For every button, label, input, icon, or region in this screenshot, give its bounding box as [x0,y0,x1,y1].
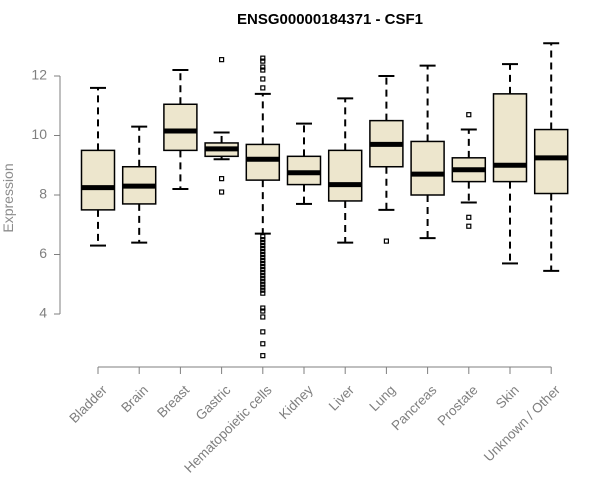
x-tick-label: Brain [118,382,151,415]
y-tick-label: 12 [31,67,47,83]
outlier-point [219,189,225,195]
chart-title: ENSG00000184371 - CSF1 [237,11,423,28]
outlier-point [260,76,266,82]
outlier-point [260,329,266,335]
outlier-point [466,223,472,229]
outlier-point [260,287,266,293]
x-tick-label: Lung [366,382,398,414]
y-tick-label: 10 [31,126,47,142]
iqr-box [410,140,445,196]
outlier-point [260,251,266,258]
iqr-box [163,103,198,152]
outlier-point [260,263,266,269]
y-tick-label: 8 [39,186,47,202]
x-tick-label: Kidney [276,382,316,422]
outlier-point [383,238,389,244]
iqr-box [327,149,363,202]
outlier-point [260,85,266,91]
outlier-point [260,272,266,278]
y-tick-label: 4 [39,305,47,321]
outlier-point [260,266,266,272]
outlier-point [260,67,266,73]
outlier-point [260,257,266,264]
x-tick-label: Pancreas [389,382,440,433]
outlier-point [260,245,266,252]
outlier-point [260,353,266,359]
outlier-point [260,240,266,246]
outlier-point [466,214,472,220]
outlier-point [260,64,266,70]
x-tick-label: Bladder [66,382,110,426]
outlier-point [466,112,472,118]
outlier-point [260,278,266,284]
x-tick-label: Unknown / Other [481,382,564,465]
iqr-box [245,143,281,181]
outlier-point [219,176,225,182]
outlier-point [260,248,266,255]
outlier-point [260,237,266,243]
outlier-point [260,341,266,347]
y-axis-label: Expression [0,163,16,232]
iqr-box [533,128,569,195]
iqr-box [80,149,116,211]
outlier-point [260,308,266,314]
x-tick-label: Skin [493,382,522,411]
outlier-point [260,58,266,64]
outlier-point [260,284,266,290]
outlier-point [260,260,266,267]
outlier-point [219,57,225,63]
outlier-point [260,314,266,320]
x-tick-label: Prostate [435,382,481,428]
x-tick-label: Liver [326,382,358,414]
outlier-point [260,290,266,296]
y-tick-label: 6 [39,245,47,261]
outlier-point [260,254,266,261]
outlier-point [260,305,266,311]
outlier-point [260,242,266,249]
iqr-box [492,93,528,183]
outlier-point [260,55,266,61]
outlier-point [260,275,266,281]
x-tick-label: Breast [154,382,192,420]
outlier-point [260,269,266,275]
x-tick-label: Gastric [193,382,234,423]
outlier-point [260,281,266,287]
outlier-point [260,234,266,240]
